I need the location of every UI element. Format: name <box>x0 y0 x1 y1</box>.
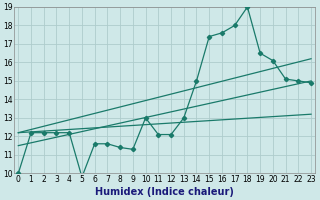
X-axis label: Humidex (Indice chaleur): Humidex (Indice chaleur) <box>95 187 234 197</box>
